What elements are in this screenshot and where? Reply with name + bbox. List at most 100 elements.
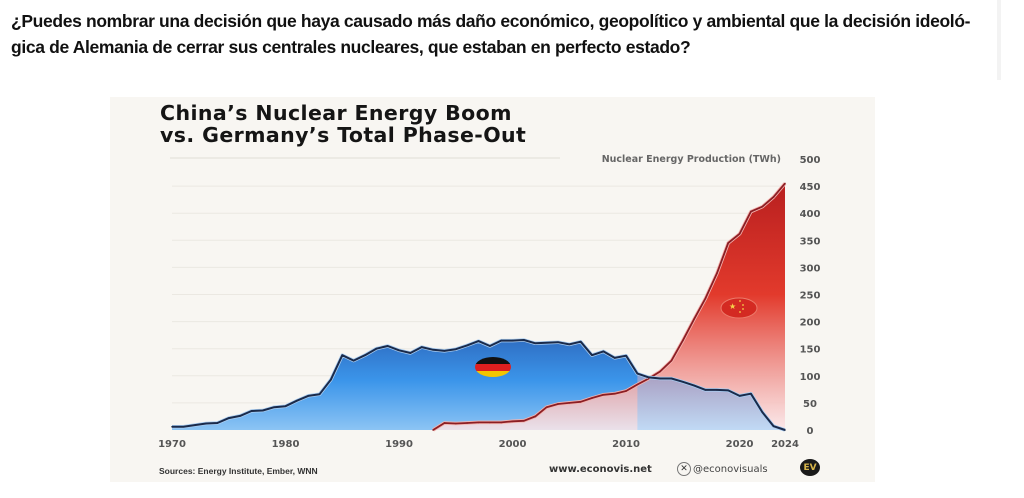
x-tick-label: 2024 (771, 439, 799, 450)
germany-point (534, 342, 537, 345)
germany-point (296, 399, 298, 402)
econovis-logo: EV (800, 459, 820, 476)
germany-point (568, 343, 571, 346)
germany-point (511, 339, 514, 342)
germany-point (477, 340, 480, 342)
germany-point (704, 389, 707, 391)
chart-title-line-2: vs. Germany’s Total Phase-Out (160, 123, 527, 147)
germany-point (273, 406, 275, 409)
flag-markers: ★ (475, 297, 758, 377)
germany-point (738, 395, 741, 397)
germany-point (625, 354, 627, 357)
chart-title-line-1: China’s Nuclear Energy Boom (160, 101, 512, 125)
y-tick-label: 350 (800, 236, 821, 247)
germany-point (205, 422, 207, 425)
y-axis-label: Nuclear Energy Production (TWh) (602, 154, 781, 165)
social-handle[interactable]: ✕ @econovisuals (677, 462, 768, 476)
germany-point (182, 425, 185, 428)
x-tick-label: 1980 (272, 439, 300, 450)
germany-point (466, 344, 468, 347)
germany-point (579, 340, 582, 343)
question-edge (997, 0, 1001, 80)
social-handle-text: @econovisuals (693, 463, 768, 475)
germany-flag-icon (475, 357, 511, 377)
x-tick-label: 2010 (612, 439, 640, 450)
y-tick-label: 300 (800, 263, 821, 274)
china-point (670, 359, 673, 362)
y-tick-label: 250 (800, 291, 821, 302)
china-point (579, 401, 582, 403)
germany-point (284, 405, 287, 407)
y-tick-label: 450 (800, 182, 821, 193)
x-logo-icon: ✕ (677, 462, 691, 476)
gridlines (170, 157, 785, 404)
germany-point (398, 349, 400, 352)
germany-point (375, 347, 378, 350)
china-point (466, 422, 468, 424)
china-point (682, 339, 684, 342)
germany-point (330, 378, 332, 381)
china-point (602, 393, 605, 396)
china-point (784, 182, 786, 185)
china-point (693, 318, 695, 320)
germany-point (454, 348, 457, 351)
germany-point (761, 411, 764, 413)
china-point (659, 370, 661, 373)
china-point (534, 415, 537, 418)
china-point (613, 392, 616, 395)
germany-point (171, 425, 173, 428)
china-point (761, 205, 764, 208)
germany-point (636, 372, 639, 375)
china-flag-icon: ★ (720, 297, 758, 319)
germany-point (750, 392, 752, 395)
china-point (545, 406, 548, 409)
germany-point (364, 354, 366, 357)
china-point (750, 210, 752, 213)
germany-point (432, 348, 434, 351)
china-point (432, 429, 434, 431)
germany-point (262, 409, 264, 412)
germany-point (489, 345, 491, 347)
china-point (443, 422, 446, 424)
germany-point (443, 350, 446, 352)
germany-point (523, 339, 525, 341)
china-point (772, 196, 775, 198)
china-point (625, 390, 627, 392)
germany-point (727, 389, 730, 392)
chart-card: ★ 0 50 100 150 200 250 300 350 400 450 500 1970 198… (110, 97, 875, 482)
germany-overlap-area (637, 373, 785, 430)
question-text: ¿Puedes nombrar una decisión que haya ca… (11, 8, 1001, 60)
y-tick-label: 50 (803, 399, 817, 410)
germany-point (784, 429, 786, 431)
china-line (432, 182, 786, 431)
website-link[interactable]: www.econovis.net (549, 464, 652, 475)
china-point (647, 377, 650, 380)
china-point (704, 297, 707, 300)
china-area (433, 183, 785, 430)
germany-point (420, 346, 423, 348)
germany-point (193, 424, 196, 426)
germany-point (772, 425, 775, 428)
china-point (511, 420, 514, 423)
china-point (500, 421, 503, 424)
china-point (568, 402, 571, 404)
china-point (557, 403, 559, 405)
germany-point (500, 339, 503, 342)
china-point (636, 383, 639, 386)
question-line-1: ¿Puedes nombrar una decisión que haya ca… (11, 11, 971, 31)
chart-title: China’s Nuclear Energy Boom vs. Germany’… (160, 102, 526, 146)
china-point (738, 232, 741, 235)
germany-point (227, 417, 230, 419)
germany-point (613, 357, 616, 359)
germany-point (318, 393, 321, 396)
germany-point (239, 415, 241, 417)
germany-point (602, 350, 605, 353)
germany-point (716, 389, 718, 391)
germany-point (591, 354, 593, 357)
china-point (523, 419, 525, 422)
china-point (716, 272, 718, 275)
series-areas (172, 183, 785, 430)
y-tick-label: 200 (800, 318, 821, 329)
germany-point (386, 345, 389, 347)
germany-point (250, 410, 253, 412)
